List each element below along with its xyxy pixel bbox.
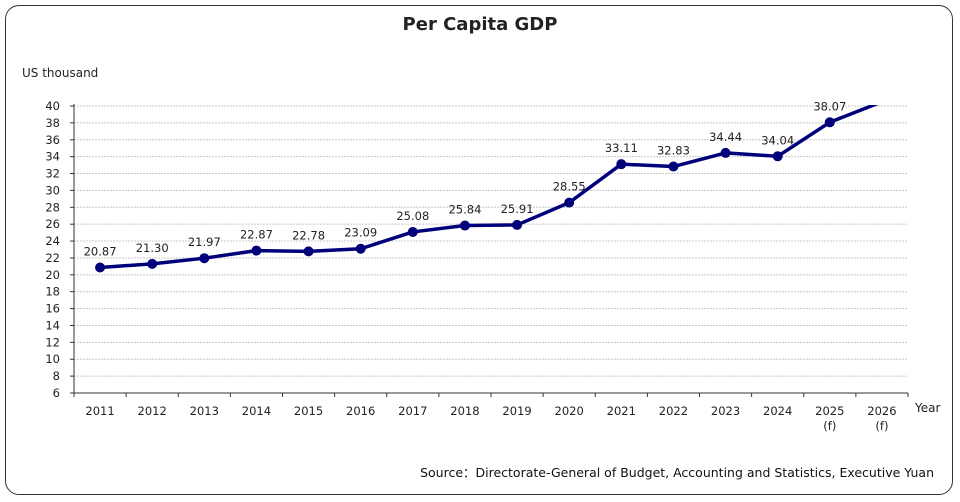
series-line: [99, 105, 879, 270]
data-label: 34.44: [709, 130, 742, 144]
x-tick-label: 2017: [398, 404, 427, 418]
source-note: Source：Directorate-General of Budget, Ac…: [420, 465, 934, 480]
data-point: [147, 258, 158, 269]
data-label: 25.08: [396, 209, 429, 223]
y-tick-label: 18: [45, 285, 60, 299]
y-tick-label: 36: [45, 133, 60, 147]
data-point: [199, 253, 210, 264]
data-point: [564, 197, 575, 208]
data-label: 20.87: [84, 244, 117, 258]
data-label: 25.91: [501, 202, 534, 216]
y-tick-label: 14: [45, 318, 60, 332]
chart-frame: [5, 5, 953, 495]
x-tick-label: 2012: [138, 404, 167, 418]
y-tick-label: 20: [45, 268, 60, 282]
y-tick-label: 12: [45, 335, 60, 349]
x-tick-label: 2014: [242, 404, 271, 418]
data-point: [824, 117, 835, 128]
data-point: [459, 220, 470, 231]
data-point: [512, 219, 523, 230]
y-tick-label: 34: [45, 150, 60, 164]
x-tick-label: 2015: [294, 404, 323, 418]
chart-title: Per Capita GDP: [402, 14, 558, 35]
x-tick-label: 2026 (f): [867, 404, 896, 433]
x-tick-label: 2023: [711, 404, 740, 418]
data-point: [355, 243, 366, 254]
y-tick-label: 8: [53, 369, 60, 383]
data-point: [668, 161, 679, 172]
data-label: 22.78: [292, 228, 325, 242]
y-tick-label: 26: [45, 217, 60, 231]
x-axis-label: Year: [915, 401, 941, 415]
x-tick-label: 2019: [502, 404, 531, 418]
x-tick-label: 2022: [659, 404, 688, 418]
x-tick-label: 2016: [346, 404, 375, 418]
y-tick-label: 6: [53, 386, 60, 400]
x-tick-label: 2013: [190, 404, 219, 418]
x-tick-label: 2020: [555, 404, 584, 418]
data-label: 23.09: [344, 226, 377, 240]
data-point: [720, 147, 731, 158]
data-point: [772, 151, 783, 162]
data-label: 28.55: [553, 180, 586, 194]
x-tick-label: 2011: [85, 404, 114, 418]
x-tick-label: 2018: [450, 404, 479, 418]
data-label: 22.87: [240, 228, 273, 242]
data-label: 38.07: [813, 99, 846, 113]
y-axis-label: US thousand: [22, 66, 99, 80]
y-tick-label: 22: [45, 251, 60, 265]
data-label: 33.11: [605, 141, 638, 155]
y-tick-label: 16: [45, 302, 60, 316]
data-point: [95, 262, 106, 273]
data-point: [303, 246, 314, 257]
y-tick-label: 32: [45, 167, 60, 181]
x-tick-label: 2024: [763, 404, 792, 418]
x-tick-label: 2025 (f): [815, 404, 844, 433]
data-label: 21.97: [188, 235, 221, 249]
data-point: [251, 245, 262, 256]
y-tick-label: 24: [45, 234, 60, 248]
y-tick-label: 10: [45, 352, 60, 366]
data-point: [616, 159, 627, 170]
y-tick-label: 28: [45, 200, 60, 214]
data-label: 21.30: [136, 241, 169, 255]
data-label: 32.83: [657, 144, 690, 158]
data-point: [407, 226, 418, 237]
y-tick-label: 38: [45, 116, 60, 130]
y-tick-label: 40: [45, 99, 60, 113]
data-label: 25.84: [448, 203, 481, 217]
data-label: 34.04: [761, 133, 794, 147]
y-tick-label: 30: [45, 183, 60, 197]
x-tick-label: 2021: [607, 404, 636, 418]
